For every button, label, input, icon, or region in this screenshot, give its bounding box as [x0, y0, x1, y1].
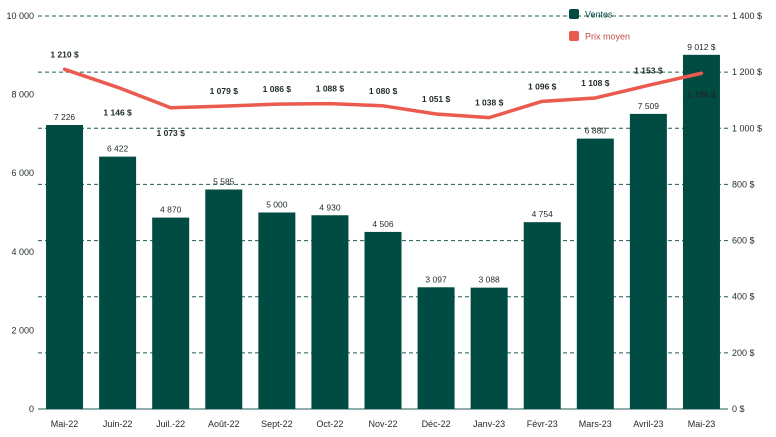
x-tick-label: Mai-22: [51, 419, 79, 429]
x-tick-label: Nov-22: [368, 419, 397, 429]
bar-value-label: 3 097: [425, 274, 447, 284]
x-tick-label: Déc-22: [422, 419, 451, 429]
bar: [152, 217, 190, 409]
y-right-tick-label: 200 $: [732, 348, 755, 358]
y-right-tick-label: 800 $: [732, 179, 755, 189]
y-right-tick-label: 1 000 $: [732, 123, 762, 133]
price-value-label: 1 073 $: [157, 128, 186, 138]
data-labels: 7 226 6 422 4 870 5 585 5 000 4 930 4 506 3 097…: [50, 42, 716, 285]
price-value-label: 1 038 $: [475, 98, 504, 108]
y-left-tick-label: 0: [29, 404, 34, 414]
bar: [629, 113, 667, 409]
y-right-tick-label: 1 200 $: [732, 67, 762, 77]
price-value-label: 1 146 $: [103, 107, 132, 117]
bar-value-label: 5 000: [266, 200, 288, 210]
y-left-tick-label: 10 000: [6, 11, 34, 21]
legend-label-price: Prix moyen: [585, 32, 630, 42]
x-tick-label: Juin-22: [103, 419, 133, 429]
bar: [258, 212, 296, 409]
x-tick-label: Avril-23: [633, 419, 663, 429]
price-value-label: 1 086 $: [263, 84, 292, 94]
price-value-label: 1 080 $: [369, 86, 398, 96]
x-tick-label: Juil.-22: [156, 419, 185, 429]
bar-value-label: 4 506: [372, 219, 394, 229]
bar: [523, 222, 561, 409]
bar-value-label: 7 226: [54, 112, 76, 122]
y-right-tick-label: 600 $: [732, 236, 755, 246]
bar-value-label: 6 880: [585, 126, 607, 136]
bar: [311, 215, 349, 409]
x-tick-label: Mars-23: [579, 419, 612, 429]
legend-swatch-sales: [569, 9, 579, 19]
bar-value-label: 3 088: [479, 275, 501, 285]
price-value-label: 1 079 $: [210, 86, 239, 96]
bar-value-label: 4 754: [532, 209, 554, 219]
bar-value-label: 7 509: [638, 101, 660, 111]
bar-value-label: 6 422: [107, 144, 129, 154]
price-value-label: 1 108 $: [581, 78, 610, 88]
y-right-tick-label: 400 $: [732, 292, 755, 302]
legend-swatch-price: [569, 31, 579, 41]
legend-item-price: Prix moyen: [569, 31, 630, 42]
price-value-label: 1 096 $: [528, 81, 557, 91]
price-series-line: [62, 67, 704, 120]
x-tick-label: Janv-23: [473, 419, 505, 429]
bar: [46, 125, 84, 410]
bar: [576, 138, 614, 409]
price-value-label: 1 051 $: [422, 94, 451, 104]
x-tick-label: Févr-23: [527, 419, 558, 429]
y-left-tick-label: 2 000: [11, 325, 34, 335]
bar: [99, 156, 137, 409]
y-right-tick-label: 1 400 $: [732, 11, 762, 21]
bar-value-label: 4 870: [160, 205, 182, 215]
x-tick-label: Sept-22: [261, 419, 293, 429]
bar: [417, 287, 455, 409]
legend-label-sales: Ventes: [585, 10, 613, 20]
bar: [205, 189, 243, 409]
axis-ticks: 0 2 000 4 000 6 000 8 000 10 000 0 $ 200 $ 400 $…: [6, 11, 762, 429]
bar: [470, 287, 508, 409]
bar: [682, 54, 720, 409]
legend: Ventes Prix moyen: [569, 9, 630, 42]
price-value-label: 1 153 $: [634, 65, 663, 75]
price-line: [62, 67, 704, 120]
sales-bars: [46, 54, 720, 410]
bar-value-label: 4 930: [319, 202, 341, 212]
y-left-tick-label: 6 000: [11, 168, 34, 178]
price-value-label: 1 210 $: [50, 49, 79, 59]
bar-value-label: 9 012 $: [687, 42, 716, 52]
y-left-tick-label: 4 000: [11, 247, 34, 257]
y-left-tick-label: 8 000: [11, 90, 34, 100]
price-value-label: 1 196 $: [687, 89, 716, 99]
y-right-tick-label: 0 $: [732, 404, 745, 414]
bar-value-label: 5 585: [213, 177, 235, 187]
x-tick-label: Août-22: [208, 419, 240, 429]
legend-item-sales: Ventes: [569, 9, 613, 20]
bar: [364, 231, 402, 409]
price-value-label: 1 088 $: [316, 84, 345, 94]
x-tick-label: Oct-22: [316, 419, 343, 429]
x-tick-label: Mai-23: [688, 419, 716, 429]
